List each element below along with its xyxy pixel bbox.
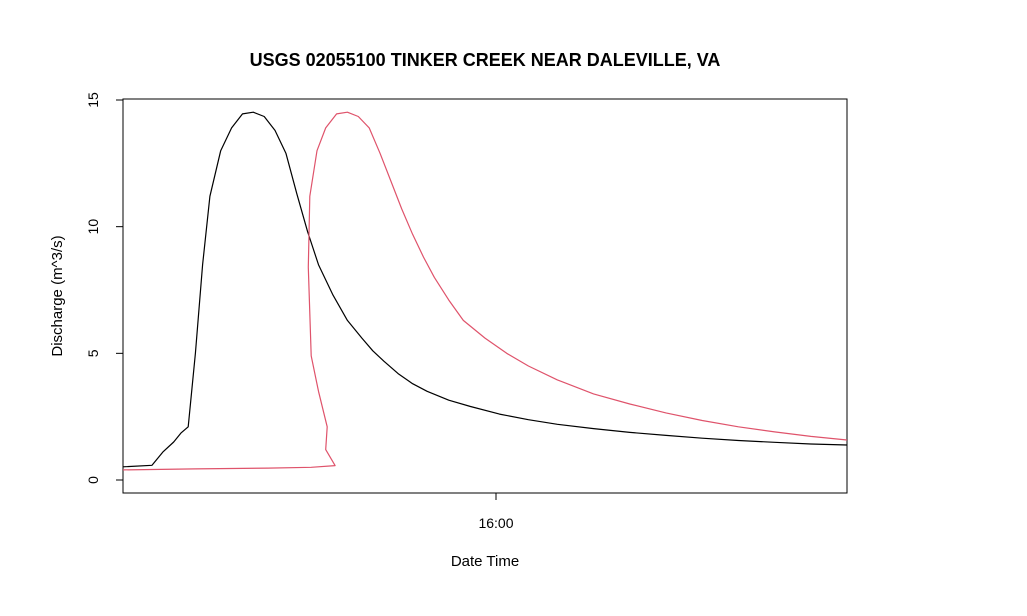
- y-tick-label: 0: [85, 476, 101, 484]
- y-tick-label: 5: [85, 349, 101, 357]
- plot-frame: [122, 98, 848, 494]
- y-tick-label: 10: [85, 219, 101, 235]
- x-tick-label: 16:00: [478, 515, 513, 531]
- y-axis: 0 5 10 15: [85, 92, 123, 484]
- series-line-2: [122, 111, 848, 471]
- series-layer: [122, 111, 848, 471]
- x-axis: 16:00: [478, 493, 514, 531]
- y-axis-label: Discharge (m^3/s): [49, 235, 66, 356]
- y-tick-label: 15: [85, 92, 101, 108]
- chart-title: USGS 02055100 TINKER CREEK NEAR DALEVILL…: [250, 50, 721, 70]
- series-line-1: [122, 111, 848, 468]
- x-axis-label: Date Time: [451, 553, 519, 570]
